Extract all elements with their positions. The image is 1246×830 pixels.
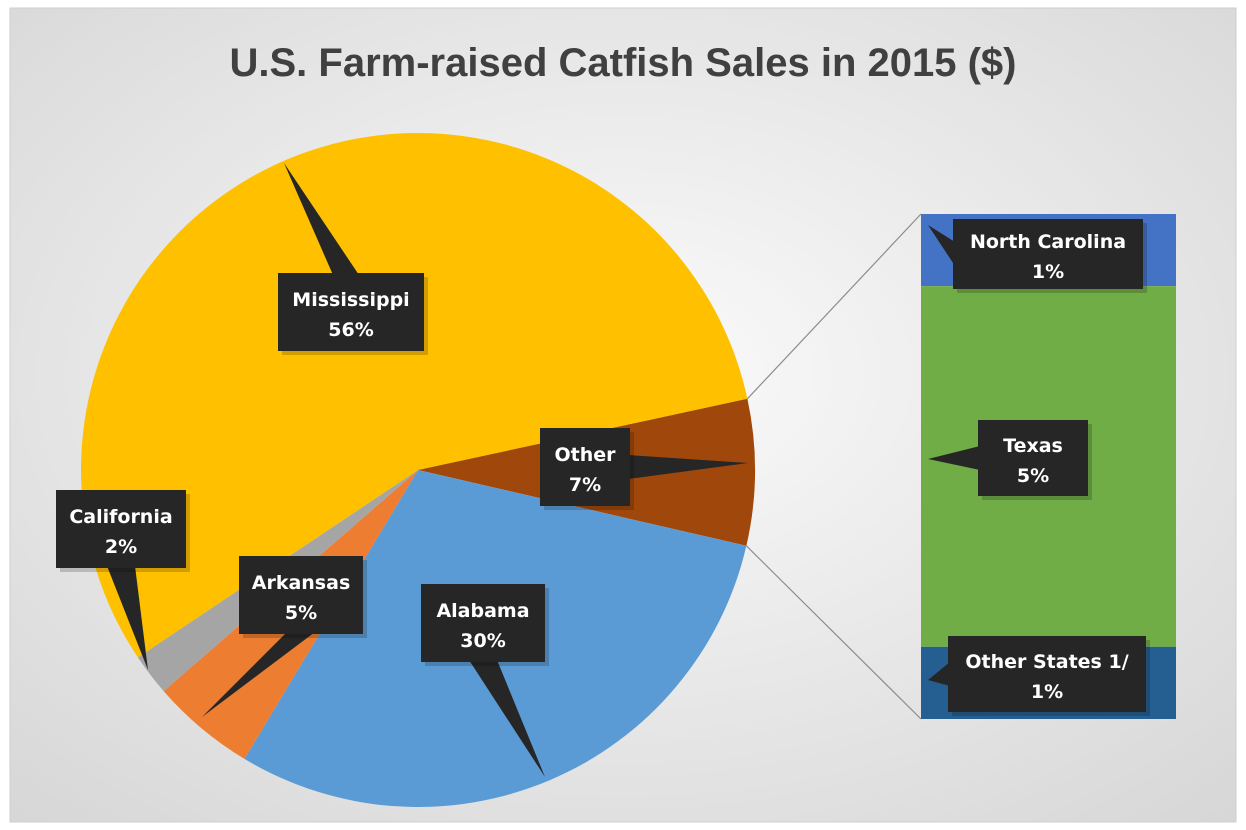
label-box [56, 490, 186, 568]
label-percent: 56% [328, 319, 373, 341]
label-category: Other States 1/ [965, 651, 1128, 673]
pie-slice-mississippi [81, 132, 748, 658]
label-category: California [69, 506, 172, 528]
label-box [540, 428, 630, 506]
chart-title: U.S. Farm-raised Catfish Sales in 2015 (… [230, 41, 1017, 85]
data-label-california: California 2% [56, 490, 190, 670]
label-percent: 2% [105, 536, 137, 558]
label-box [978, 420, 1088, 496]
connector-lines [745, 213, 922, 720]
label-category: North Carolina [970, 231, 1126, 253]
label-pointer [928, 225, 955, 266]
label-pointer [928, 662, 950, 686]
label-pointer [107, 566, 148, 670]
label-percent: 5% [1017, 465, 1049, 487]
data-labels: Mississippi 56% Other 7% Alabama 30% Arkansas 5… [56, 163, 1150, 777]
label-pointer [928, 446, 980, 470]
data-label-other: Other 7% [540, 428, 748, 510]
connector-line-top [746, 213, 922, 400]
label-percent: 1% [1032, 261, 1064, 283]
label-percent: 5% [285, 602, 317, 624]
label-percent: 30% [460, 630, 505, 652]
label-category: Texas [1003, 435, 1063, 457]
label-box [953, 219, 1143, 289]
label-pointer [202, 632, 315, 717]
label-category: Arkansas [252, 572, 351, 594]
label-pointer [469, 660, 545, 777]
data-label-mississippi: Mississippi 56% [278, 163, 428, 355]
data-label-arkansas: Arkansas 5% [202, 556, 367, 717]
label-category: Alabama [436, 600, 529, 622]
label-pointer [284, 163, 359, 275]
connector-line-bottom [745, 545, 922, 720]
data-label-other-states-1: Other States 1/1% [928, 636, 1150, 716]
label-box [948, 636, 1146, 712]
data-label-alabama: Alabama 30% [421, 584, 549, 777]
data-label-north-carolina: North Carolina 1% [928, 219, 1147, 293]
label-box [278, 273, 424, 351]
label-percent: 1% [1031, 681, 1063, 703]
label-category: Mississippi [292, 289, 409, 311]
label-box [239, 556, 363, 634]
label-pointer [628, 455, 748, 479]
label-percent: 7% [569, 474, 601, 496]
label-box [421, 584, 545, 662]
label-category: Other [554, 444, 616, 466]
data-label-texas: Texas 5% [928, 420, 1092, 500]
